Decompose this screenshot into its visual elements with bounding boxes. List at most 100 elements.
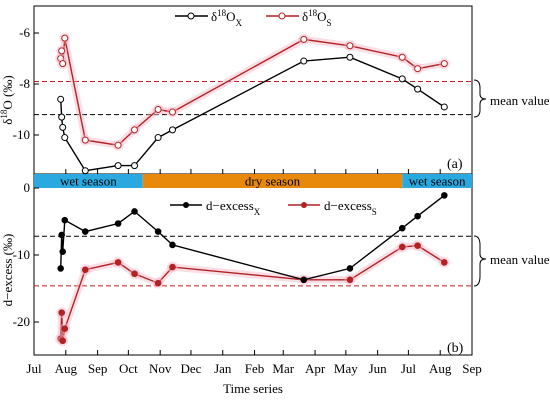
season-label: dry season bbox=[245, 174, 301, 189]
y-tick-label-a: -8 bbox=[19, 76, 30, 91]
season-band: wet season dry season wet season bbox=[34, 174, 472, 189]
legend-marker-x-a bbox=[187, 12, 195, 20]
x-axis-label: Time series bbox=[223, 381, 283, 396]
data-point bbox=[346, 42, 354, 50]
mean-annotation-a: mean value bbox=[473, 79, 550, 118]
y-axis-label-a: δ18O (‰) bbox=[0, 75, 15, 124]
data-point bbox=[58, 47, 66, 55]
season-label: wet season bbox=[60, 174, 117, 189]
y-axis-label-b: d−excess (‰) bbox=[0, 234, 15, 307]
x-tick-label: Aug bbox=[55, 361, 78, 376]
data-point bbox=[414, 212, 421, 220]
data-point bbox=[59, 60, 67, 68]
y-tick-label-b: -20 bbox=[13, 314, 30, 329]
season-band-segment bbox=[142, 174, 403, 188]
plot-area-a bbox=[33, 5, 473, 175]
data-point bbox=[154, 228, 162, 235]
y-label-a-sup: 18 bbox=[0, 109, 9, 119]
panel-label-b: (b) bbox=[447, 341, 464, 356]
data-point bbox=[59, 248, 67, 255]
y-label-a-rest: O (‰) bbox=[0, 75, 15, 109]
x-tick-label: Oct bbox=[119, 361, 138, 376]
panel-a bbox=[34, 32, 472, 175]
data-point bbox=[57, 95, 65, 103]
series-line bbox=[60, 194, 445, 281]
data-point bbox=[114, 141, 122, 149]
x-tick-label: Sep bbox=[88, 361, 108, 376]
data-point bbox=[168, 108, 176, 116]
x-tick-label: Jul bbox=[26, 361, 42, 376]
x-tick-label: Sep bbox=[462, 361, 482, 376]
data-point bbox=[58, 113, 66, 121]
data-point bbox=[398, 243, 406, 251]
data-point bbox=[168, 126, 176, 134]
data-point bbox=[154, 279, 162, 287]
x-tick-label: Jan bbox=[214, 361, 232, 376]
data-point bbox=[131, 126, 139, 134]
data-point bbox=[398, 53, 406, 61]
data-point bbox=[300, 35, 308, 43]
legend-b: d−excessX d−excessS bbox=[170, 198, 377, 217]
x-tick-label: Feb bbox=[245, 361, 265, 376]
data-point bbox=[131, 162, 139, 170]
legend-marker-s-a bbox=[278, 12, 286, 20]
data-point bbox=[57, 265, 64, 272]
data-point bbox=[154, 134, 162, 142]
data-point bbox=[300, 57, 308, 65]
data-point bbox=[398, 224, 406, 232]
mean-label-a: mean value bbox=[490, 93, 550, 108]
y-tick-label-b: -10 bbox=[13, 247, 30, 262]
data-point bbox=[61, 216, 69, 224]
data-point bbox=[59, 337, 67, 345]
season-band-segment bbox=[402, 174, 472, 188]
data-point bbox=[441, 192, 448, 199]
legend-label-s-b: d−excessS bbox=[324, 198, 377, 217]
x-tick-label: Mar bbox=[272, 361, 294, 376]
x-tick-label: Jun bbox=[369, 361, 388, 376]
data-point bbox=[440, 103, 448, 111]
legend-marker-s-b bbox=[301, 202, 307, 208]
mean-label-b: mean value bbox=[490, 252, 550, 267]
data-point bbox=[169, 241, 176, 249]
data-point bbox=[114, 220, 122, 227]
season-label: wet season bbox=[409, 174, 466, 189]
data-point bbox=[81, 266, 89, 274]
data-point bbox=[114, 162, 122, 170]
legend-a: δ18OX δ18OS bbox=[175, 8, 332, 28]
series-line bbox=[60, 37, 445, 146]
x-tick-label: Nov bbox=[149, 361, 172, 376]
x-tick-label: Apr bbox=[305, 361, 326, 376]
data-point bbox=[398, 75, 406, 83]
data-point bbox=[61, 134, 69, 142]
y-tick-label-a: -10 bbox=[13, 127, 30, 142]
mean-annotation-b: mean value bbox=[473, 235, 550, 287]
x-tick-label: May bbox=[334, 361, 358, 376]
data-point bbox=[441, 259, 448, 266]
y-tick-label-b: 0 bbox=[24, 180, 31, 195]
panel-label-a: (a) bbox=[447, 157, 463, 172]
data-point bbox=[414, 85, 422, 93]
data-point bbox=[346, 53, 354, 61]
legend-label-s-a: δ18OS bbox=[302, 8, 332, 28]
legend-marker-x-b bbox=[183, 202, 189, 208]
y-label-a-base: δ bbox=[0, 119, 15, 125]
data-point bbox=[58, 231, 65, 239]
series-line bbox=[60, 56, 445, 172]
legend-label-x-b: d−excessX bbox=[206, 198, 261, 217]
data-point bbox=[81, 136, 89, 144]
axes: Jul Aug Sep Oct Nov Dec Jan Feb Mar Apr May Jun Jul A… bbox=[13, 25, 482, 376]
panel-b bbox=[34, 192, 472, 347]
data-point bbox=[300, 276, 308, 284]
data-point bbox=[131, 208, 138, 215]
season-band-segment bbox=[34, 174, 143, 188]
data-point bbox=[414, 65, 422, 73]
data-point bbox=[440, 60, 448, 68]
data-point bbox=[114, 259, 122, 266]
data-point bbox=[81, 228, 89, 235]
data-point bbox=[81, 167, 89, 175]
data-point bbox=[346, 265, 354, 272]
x-tick-label: Jul bbox=[401, 361, 417, 376]
data-point bbox=[131, 270, 138, 278]
data-point bbox=[61, 325, 69, 333]
legend-label-x-a: δ18OX bbox=[211, 8, 243, 28]
